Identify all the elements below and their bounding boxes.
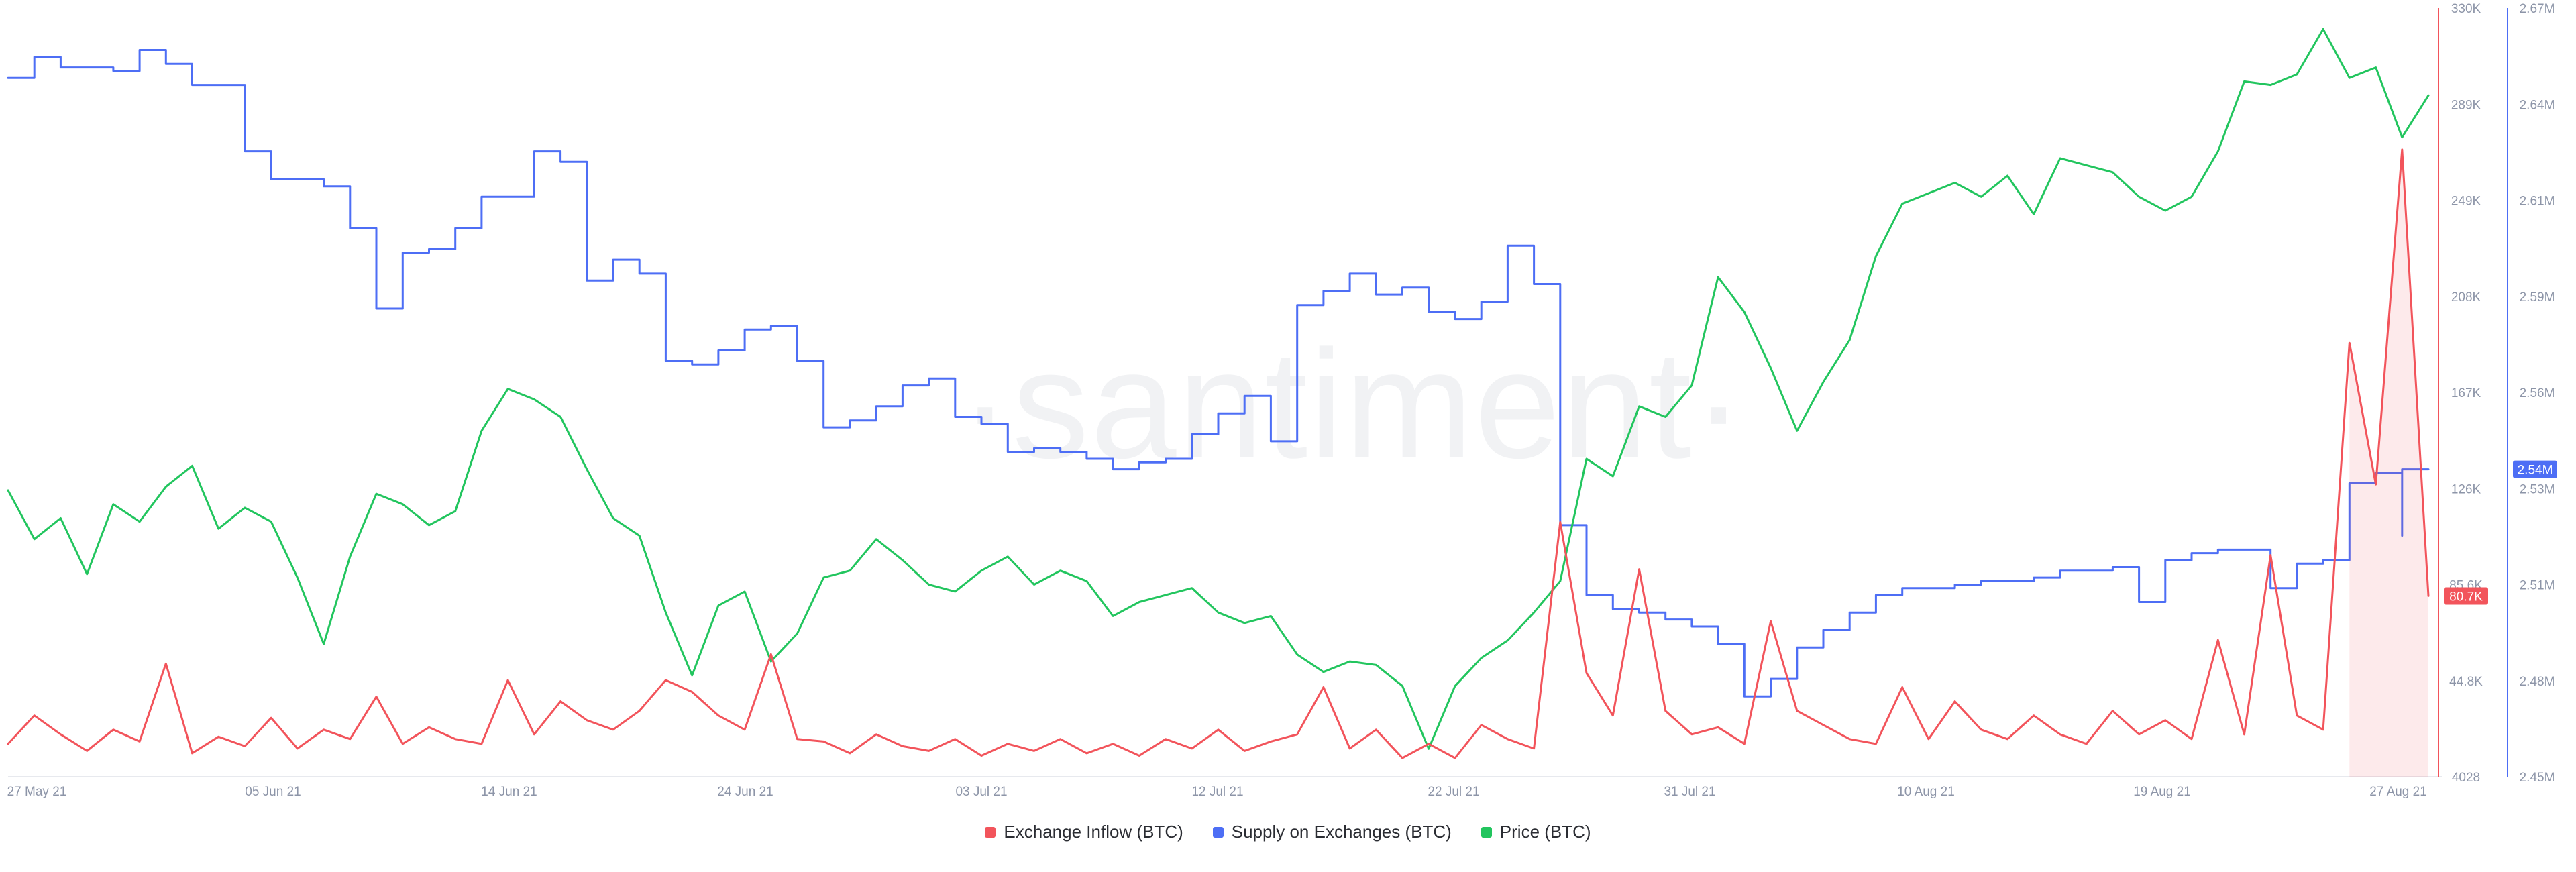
supply-last-value-badge: 2.54M [2513, 460, 2557, 478]
series-line-inflow [7, 148, 2430, 759]
inflow-area-fill [2349, 149, 2428, 777]
supply-axis-ticks: 2.67M 2.64M 2.61M 2.59M 2.56M 2.53M 2.51M 2.48M… [2520, 2, 2555, 785]
supply-tick-label: 2.67M [2520, 2, 2555, 16]
x-tick-label: 24 Jun 21 [717, 785, 773, 799]
legend-label-inflow: Exchange Inflow (BTC) [1004, 822, 1183, 842]
x-tick-label: 27 May 21 [7, 785, 67, 799]
legend-item-price[interactable]: Price (BTC) [1481, 822, 1591, 842]
x-tick-label: 12 Jul 21 [1191, 785, 1243, 799]
x-axis-ticks: 27 May 21 05 Jun 21 14 Jun 21 24 Jun 21 03 J… [7, 785, 2427, 799]
x-tick-label: 19 Aug 21 [2133, 785, 2191, 799]
x-tick-label: 10 Aug 21 [1897, 785, 1955, 799]
inflow-tick-label: 289K [2451, 98, 2481, 112]
legend-swatch-inflow [985, 826, 996, 838]
x-tick-label: 05 Jun 21 [245, 785, 301, 799]
inflow-tick-label: 167K [2451, 386, 2481, 400]
watermark: ·santiment· [959, 318, 1746, 490]
inflow-last-value-text: 80.7K [2449, 590, 2483, 604]
inflow-tick-label: 126K [2451, 482, 2481, 496]
x-tick-label: 03 Jul 21 [955, 785, 1007, 799]
inflow-tick-label: 4028 [2452, 771, 2480, 785]
series-line-price [7, 28, 2430, 750]
supply-last-value-text: 2.54M [2518, 464, 2553, 478]
inflow-tick-label: 208K [2451, 290, 2481, 305]
x-tick-label: 22 Jul 21 [1428, 785, 1479, 799]
inflow-last-value-badge: 80.7K [2444, 587, 2488, 605]
legend-item-supply[interactable]: Supply on Exchanges (BTC) [1212, 822, 1452, 842]
legend-label-supply: Supply on Exchanges (BTC) [1231, 822, 1452, 842]
supply-tick-label: 2.56M [2520, 386, 2555, 400]
inflow-tick-label: 249K [2451, 195, 2481, 209]
supply-tick-label: 2.59M [2520, 290, 2555, 305]
last-value-labels: 2.54M 80.7K [2444, 460, 2557, 605]
legend-label-price: Price (BTC) [1499, 822, 1591, 842]
chart-area[interactable]: 27 May 21 05 Jun 21 14 Jun 21 24 Jun 21 03 J… [0, 0, 2576, 805]
supply-tick-label: 2.48M [2520, 675, 2555, 689]
legend-swatch-price [1481, 826, 1492, 838]
series-line-supply [7, 49, 2430, 698]
series-layer [7, 28, 2430, 777]
x-tick-label: 14 Jun 21 [481, 785, 537, 799]
supply-tick-label: 2.53M [2520, 482, 2555, 496]
legend: Exchange Inflow (BTC) Supply on Exchange… [0, 822, 2576, 842]
x-tick-label: 31 Jul 21 [1664, 785, 1715, 799]
inflow-tick-label: 44.8K [2449, 675, 2483, 689]
legend-swatch-supply [1212, 826, 1224, 838]
legend-item-inflow[interactable]: Exchange Inflow (BTC) [985, 822, 1183, 842]
inflow-tick-label: 330K [2451, 2, 2481, 16]
supply-tick-label: 2.51M [2520, 579, 2555, 593]
supply-tick-label: 2.64M [2520, 98, 2555, 112]
x-tick-label: 27 Aug 21 [2369, 785, 2427, 799]
supply-tick-label: 2.45M [2520, 771, 2555, 785]
supply-tick-label: 2.61M [2520, 195, 2555, 209]
